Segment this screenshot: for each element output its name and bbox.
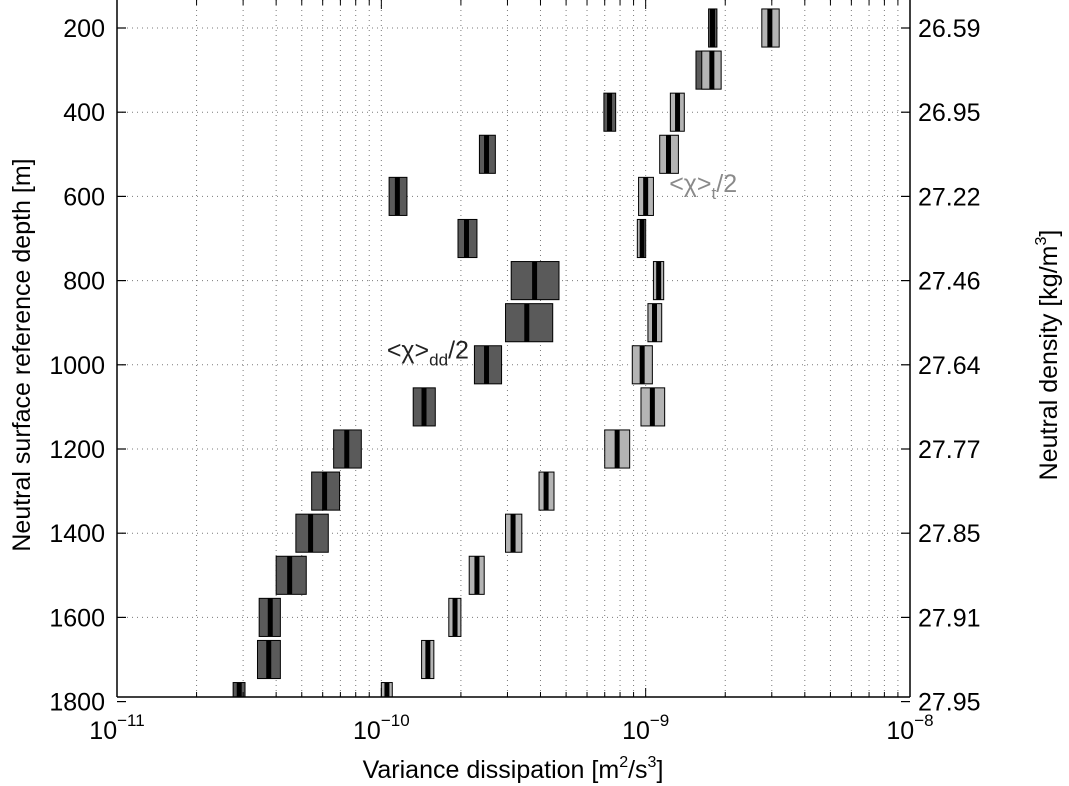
y2-tick-label: 26.95 — [918, 99, 981, 127]
y2-tick-label: 27.91 — [918, 604, 981, 632]
x-label-sup-2: 3 — [648, 754, 657, 771]
y-tick-label: 1600 — [49, 604, 105, 632]
y2-tick-label: 26.59 — [918, 15, 981, 43]
x-tick-label: 10−8 — [886, 711, 933, 745]
y-tick-label: 800 — [63, 268, 105, 296]
series-1-annotation: <χ>dd/2 — [387, 336, 469, 369]
x-label-post: ] — [656, 756, 663, 784]
y-tick-label: 400 — [63, 99, 105, 127]
x-axis-label: Variance dissipation [m2/s3] — [363, 754, 664, 784]
x-tick-label: 10−11 — [89, 711, 144, 745]
x-tick-label: 10−9 — [622, 711, 669, 745]
y2-label-post: ] — [1035, 230, 1063, 237]
y2-tick-label: 27.64 — [918, 352, 981, 380]
y2-tick-label: 27.85 — [918, 520, 981, 548]
y-tick-label: 200 — [63, 15, 105, 43]
tick-labels: 200 26.59 400 26.95 600 27.22 800 27.46 1000 27.6… — [49, 15, 980, 745]
y2-tick-label: 27.22 — [918, 183, 981, 211]
y-tick-label: 1000 — [49, 352, 105, 380]
x-tick-label: 10−10 — [353, 711, 410, 745]
y-axis-label: Neutral surface reference depth [m] — [8, 158, 36, 551]
annotations: <χ>dd/2 <χ>t/2 — [387, 170, 737, 369]
series-2-annotation: <χ>t/2 — [669, 170, 737, 203]
y2-tick-label: 27.77 — [918, 436, 981, 464]
y2-axis-label: Neutral density [kg/m3] — [1033, 230, 1063, 481]
axis-ticks — [117, 0, 910, 703]
axes-frame — [116, 0, 911, 698]
data-bars — [232, 8, 780, 698]
y-tick-label: 1800 — [49, 689, 105, 717]
y2-label-sup: 3 — [1033, 237, 1050, 246]
x-label-mid: /s — [628, 756, 647, 784]
y2-tick-label: 27.46 — [918, 268, 981, 296]
y-tick-label: 600 — [63, 183, 105, 211]
y-tick-label: 1200 — [49, 436, 105, 464]
y-tick-label: 1400 — [49, 520, 105, 548]
x-label-sup-1: 2 — [619, 754, 628, 771]
y2-tick-label: 27.95 — [918, 689, 981, 717]
plot-background — [117, 0, 910, 697]
